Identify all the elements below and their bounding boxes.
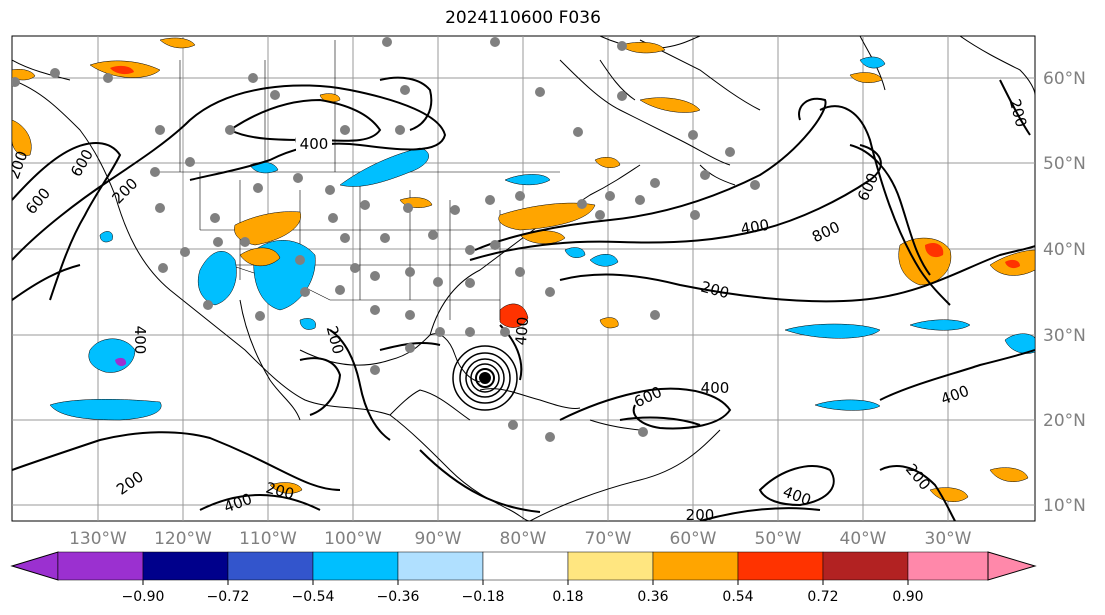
colorbar-tick-label: −0.54 [292, 589, 335, 605]
colorbar-swatch [57, 551, 144, 581]
colorbar-tick-label: −0.36 [377, 589, 420, 605]
lon-label: 120°W [154, 529, 212, 549]
lat-label: 20°N [1043, 411, 1086, 431]
contour-label: 400 [131, 326, 149, 355]
colorbar-extend-min [10, 551, 59, 581]
contour-label: 400 [701, 379, 730, 397]
lat-label: 40°N [1043, 240, 1086, 260]
hurricane-icon [452, 345, 518, 411]
colorbar-tick-label: −0.72 [207, 589, 250, 605]
colorbar-swatch [482, 551, 569, 581]
lon-label: 50°W [755, 529, 802, 549]
contour-label: 400 [512, 316, 532, 346]
colorbar-tick-label: 0.18 [552, 589, 583, 605]
station-dots [12, 37, 760, 442]
longitude-labels: 130°W 120°W 110°W 100°W 90°W 80°W 70°W 6… [69, 529, 972, 549]
contour-label: 400 [739, 216, 770, 239]
colorbar-tick-label: 0.90 [892, 589, 923, 605]
colorbar-tick-label: 0.54 [722, 589, 753, 605]
colorbar-swatch [397, 551, 484, 581]
colorbar-swatch [737, 551, 824, 581]
lon-label: 90°W [415, 529, 462, 549]
colorbar-tick-label: −0.18 [462, 589, 505, 605]
lat-label: 30°N [1043, 326, 1086, 346]
contour-label: 400 [300, 135, 329, 153]
lon-label: 60°W [670, 529, 717, 549]
lon-label: 100°W [324, 529, 382, 549]
colorbar-swatch [227, 551, 314, 581]
lon-label: 130°W [69, 529, 127, 549]
colorbar-extend-max [987, 551, 1037, 581]
colorbar-swatch [907, 551, 989, 581]
colorbar-tick-label: 0.36 [637, 589, 668, 605]
contour-lines [12, 76, 1035, 521]
lon-label: 70°W [585, 529, 632, 549]
colorbar-tick-label: 0.72 [807, 589, 838, 605]
colorbar-swatch [142, 551, 229, 581]
colorbar-tick-label: −0.90 [122, 589, 165, 605]
colorbar-swatch [822, 551, 909, 581]
latitude-labels: 60°N 50°N 40°N 30°N 20°N 10°N [1043, 69, 1086, 516]
lat-label: 50°N [1043, 154, 1086, 174]
colorbar-swatch [652, 551, 739, 581]
contour-label: 200 [686, 506, 715, 524]
map-title: 2024110600 F036 [445, 8, 601, 28]
lon-label: 30°W [925, 529, 972, 549]
colorbar-swatch [312, 551, 399, 581]
colorbar-swatch [567, 551, 654, 581]
lon-label: 80°W [500, 529, 547, 549]
lon-label: 40°W [840, 529, 887, 549]
colorbar: −0.90 −0.72 −0.54 −0.36 −0.18 0.18 0.36 … [10, 551, 1037, 605]
lat-label: 10°N [1043, 496, 1086, 516]
map-content: 400 600 200 600 200 400 600 800 400 200 … [12, 36, 1035, 524]
lon-label: 110°W [239, 529, 297, 549]
lat-label: 60°N [1043, 69, 1086, 89]
